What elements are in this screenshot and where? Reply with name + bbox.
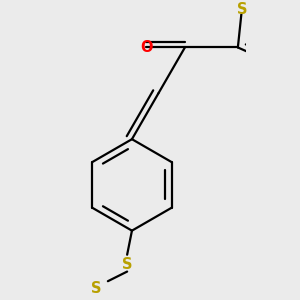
Text: S: S — [122, 257, 132, 272]
Text: O: O — [140, 40, 153, 55]
Text: S: S — [237, 2, 247, 17]
Text: S: S — [91, 281, 101, 296]
